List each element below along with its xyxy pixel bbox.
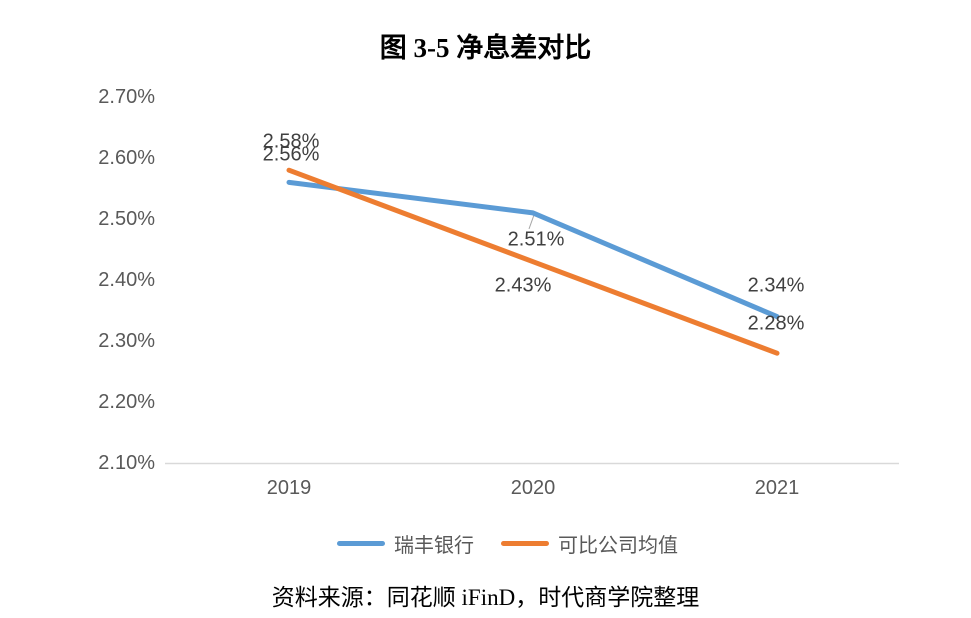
data-label: 2.51%	[507, 228, 565, 251]
data-label: 2.56%	[262, 143, 320, 166]
x-tick-label: 2019	[266, 477, 312, 499]
legend-label: 可比公司均值	[558, 535, 678, 557]
data-label-leader-line	[528, 214, 535, 230]
legend-label: 瑞丰银行	[394, 535, 474, 557]
x-tick-label: 2020	[510, 477, 556, 499]
y-tick-label: 2.30%	[98, 330, 155, 352]
legend-line-swatch	[337, 541, 385, 546]
data-label: 2.43%	[494, 274, 552, 297]
data-label: 2.34%	[747, 274, 805, 297]
data-label: 2.28%	[747, 312, 805, 335]
y-tick-label: 2.10%	[98, 452, 155, 474]
legend-item-ruifeng-bank: 瑞丰银行	[337, 529, 474, 558]
legend-item-comparable-average: 可比公司均值	[501, 529, 678, 558]
y-tick-label: 2.70%	[98, 86, 155, 108]
chart-title: 图 3-5 净息差对比	[379, 33, 592, 63]
source-note: 资料来源：同花顺 iFinD，时代商学院整理	[271, 585, 700, 610]
legend: 瑞丰银行 可比公司均值	[22, 529, 971, 558]
y-tick-label: 2.20%	[98, 391, 155, 413]
series-line-ruifeng-bank	[286, 179, 780, 320]
series-line-comparable-average	[286, 167, 780, 356]
legend-line-swatch	[501, 541, 549, 546]
y-tick-label: 2.50%	[98, 208, 155, 230]
x-tick-label: 2021	[754, 477, 800, 499]
y-tick-label: 2.60%	[98, 147, 155, 169]
data-label: 2.58%	[262, 130, 320, 153]
y-tick-label: 2.40%	[98, 269, 155, 291]
